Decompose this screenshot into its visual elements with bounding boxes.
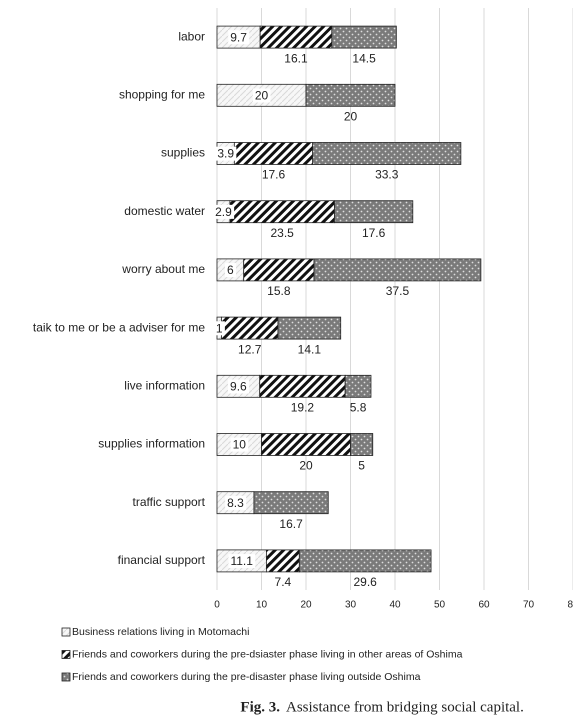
bar-segment [259,374,346,398]
y-tick-label: live information [124,378,205,392]
y-tick-label: traffic support [133,495,206,509]
x-tick-label: 20 [300,600,312,611]
data-label: 14.5 [352,51,376,65]
data-label: 7.4 [275,575,292,589]
data-label: 16.7 [279,517,303,531]
caption-label: Fig. 3. [240,699,280,715]
y-tick-label: supplies information [98,437,205,451]
legend-swatch [61,650,71,659]
bar-segment [298,549,432,573]
data-label: 37.5 [386,284,410,298]
data-label: 17.6 [362,226,386,240]
bar-segment [334,200,414,224]
bar-segment [305,83,396,107]
y-tick-label: financial support [118,553,206,567]
data-label: 1 [216,321,223,335]
y-tick-label: worry about me [121,262,205,276]
bar-segment [221,316,279,340]
bar-segment [312,142,462,165]
bar-segment [253,491,329,515]
data-label: 12.7 [238,342,262,356]
x-tick-label: 70 [523,600,535,611]
x-tick-label: 30 [345,600,357,611]
bar-segment [259,25,333,49]
data-label: 20 [299,459,313,473]
data-label: 17.6 [262,168,286,182]
x-tick-label: 60 [478,600,490,611]
data-label: 20 [344,109,358,123]
x-tick-label: 80 [567,600,573,611]
data-label: 29.6 [354,575,378,589]
data-label: 8.3 [227,496,244,510]
bar-segment [261,433,351,456]
legend-label: Business relations living in Motomachi [72,626,249,638]
bar-segment [277,316,342,340]
legend-swatch [61,672,71,682]
x-tick-label: 10 [256,600,268,611]
y-tick-label: taik to me or be a adviser for me [33,320,205,334]
data-label: 19.2 [291,400,315,414]
bar-segment [233,142,314,165]
data-label: 23.5 [271,226,295,240]
data-label: 5.8 [350,400,367,414]
data-label: 33.3 [375,168,399,182]
x-tick-label: 50 [434,600,446,611]
bar-segment [229,200,335,224]
bar-segment [243,258,315,282]
data-label: 5 [358,459,365,473]
data-label: 6 [227,263,234,277]
caption: Assistance from bridging social capital. [286,699,524,715]
data-label: 20 [255,88,269,102]
bar-segment [331,25,397,49]
data-label: 16.1 [284,51,308,65]
legend-label: Friends and coworkers during the pre-dsi… [72,648,463,660]
legend-swatch [61,627,71,637]
y-tick-label: supplies [161,146,205,160]
data-label: 3.9 [217,147,234,161]
data-label: 14.1 [298,342,322,356]
data-label: 11.1 [230,554,253,568]
data-label: 9.6 [230,379,247,393]
data-label: 2.9 [215,205,232,219]
bar-segment [350,433,374,456]
x-tick-label: 40 [389,600,401,611]
bar-segment [265,549,300,573]
legend-label: Friends and coworkers during the pre-dis… [72,671,421,683]
data-label: 9.7 [230,30,247,44]
y-tick-label: shopping for me [119,87,205,101]
bar-segment [313,258,482,282]
y-tick-label: labor [178,29,205,43]
bar-segment [344,374,372,398]
data-label: 15.8 [267,284,291,298]
data-label: 10 [233,438,247,452]
x-tick-label: 0 [214,600,220,611]
y-tick-label: domestic water [124,204,205,218]
